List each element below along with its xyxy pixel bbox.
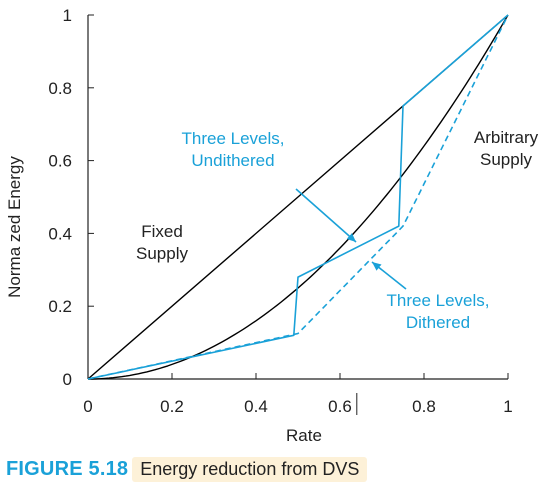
- y-tick-label: 0.2: [48, 297, 72, 316]
- annotation-three-levels-undithered-line: Undithered: [191, 151, 274, 170]
- figure-title: Energy reduction from DVS: [132, 456, 368, 482]
- series-group: [87, 14, 509, 380]
- y-axis-label: Norma zed Energy: [5, 156, 24, 298]
- annotation-fixed-supply-line: Fixed: [141, 222, 183, 241]
- y-tick-label: 1: [63, 6, 72, 25]
- annotation-three-levels-dithered-line: Three Levels,: [387, 291, 490, 310]
- annotation-three-levels-undithered-line: Three Levels,: [182, 129, 285, 148]
- x-tick-label: 0.4: [244, 397, 268, 416]
- annotations: Fixed Supply Arbitrary Supply Three Levels, U…: [136, 128, 539, 332]
- annotation-arbitrary-supply-line: Supply: [480, 150, 532, 169]
- figure-label: FIGURE 5.18: [6, 457, 129, 480]
- arrow-dithered: [371, 261, 407, 290]
- x-axis-label: Rate: [286, 426, 322, 445]
- annotation-three-levels-dithered-line: Dithered: [406, 313, 470, 332]
- x-tick-label: 1: [503, 397, 512, 416]
- x-tick-label: 0.8: [412, 397, 436, 416]
- annotation-fixed-supply-line: Supply: [136, 244, 188, 263]
- arrow-undithered: [295, 188, 357, 243]
- y-tick-label: 0.4: [48, 224, 72, 243]
- x-tick-label: 0: [83, 397, 92, 416]
- y-tick-label: 0.8: [48, 79, 72, 98]
- series-three-levels-dithered: [87, 14, 509, 380]
- annotation-arbitrary-supply-line: Arbitrary: [474, 128, 539, 147]
- x-tick-label: 0.6: [328, 397, 352, 416]
- y-tick-label: 0: [63, 370, 72, 389]
- x-tick-label: 0.2: [160, 397, 184, 416]
- axes: 0 0.2 0.4 0.6 0.8 1 0 0.2 0.4 0.6 0.8 1 Rate Norma ze…: [5, 6, 513, 445]
- figure-caption: FIGURE 5.18 Energy reduction from DVS: [4, 455, 368, 483]
- chart: 0 0.2 0.4 0.6 0.8 1 0 0.2 0.4 0.6 0.8 1 Rate Norma ze…: [5, 6, 539, 445]
- y-tick-label: 0.6: [48, 152, 72, 171]
